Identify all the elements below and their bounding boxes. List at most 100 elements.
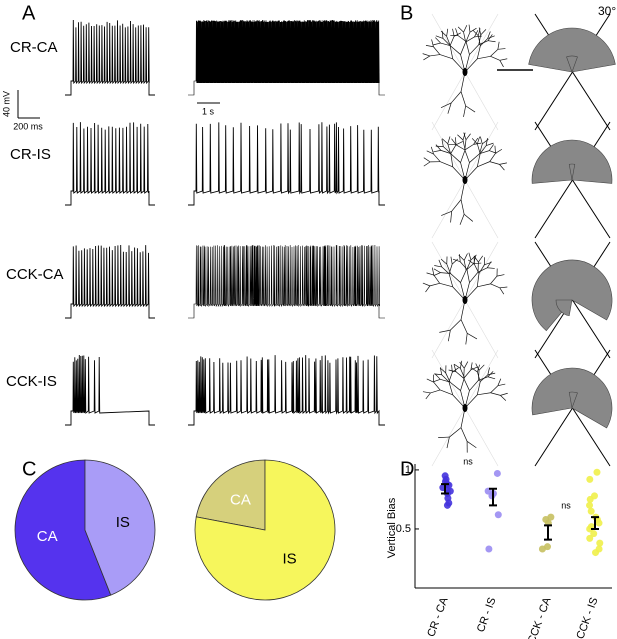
dendrite	[477, 392, 491, 396]
dendrite	[439, 282, 453, 288]
dendrite	[447, 143, 451, 154]
dendrite	[476, 153, 481, 167]
dendrite	[463, 132, 467, 140]
dendrite	[463, 378, 470, 391]
dendrite	[488, 144, 494, 151]
dendrite	[500, 395, 507, 401]
soma	[462, 68, 468, 76]
y-axis-label: Vertical Bias	[386, 497, 398, 558]
dendrite	[464, 369, 472, 378]
dendrite	[429, 282, 440, 287]
dendrite	[478, 27, 482, 35]
dendrite	[497, 41, 500, 50]
dendrite	[440, 161, 453, 168]
dendrite	[440, 102, 452, 109]
dendrite	[429, 54, 440, 57]
dendrite	[441, 374, 450, 383]
dendrite	[439, 329, 451, 333]
dendrite	[452, 258, 461, 263]
error-bar	[489, 487, 497, 507]
dendrite	[446, 436, 450, 449]
dendrite	[478, 255, 484, 263]
dendrite	[451, 138, 457, 146]
dendrite	[450, 91, 462, 104]
dendrite	[476, 136, 480, 145]
dendrite	[487, 35, 495, 39]
dendrite	[455, 28, 459, 36]
dendrite	[470, 366, 478, 371]
dendrite	[441, 139, 444, 147]
dendrite	[450, 45, 461, 55]
dendrite	[487, 267, 495, 269]
dendrite	[485, 137, 488, 146]
dendrite	[459, 261, 468, 270]
dendrite	[433, 274, 440, 284]
pie-slice	[14, 459, 112, 601]
dendrite	[476, 45, 481, 59]
dendrite	[457, 35, 467, 42]
scale-label: 1 s	[202, 106, 215, 116]
dendrite	[480, 38, 488, 46]
dendrite	[477, 364, 480, 373]
soma	[462, 176, 468, 184]
dendrite	[487, 31, 491, 39]
dendrite	[455, 137, 457, 145]
dendrite	[423, 161, 431, 167]
dendrite	[465, 263, 474, 271]
dendrite	[490, 49, 499, 57]
dendrite	[480, 29, 487, 36]
dendrite	[463, 214, 474, 222]
dendrite	[455, 141, 463, 146]
dendrite	[434, 265, 442, 268]
dendrite	[446, 28, 449, 37]
dendrite	[448, 381, 454, 395]
dendrite	[499, 58, 508, 61]
dendrite	[442, 38, 451, 46]
data-point	[592, 549, 600, 557]
dendrite	[484, 262, 492, 266]
illustrations	[65, 13, 616, 467]
soma	[462, 404, 468, 412]
dendrite	[499, 164, 505, 171]
dendrite	[459, 254, 461, 262]
panel-label: D	[400, 458, 414, 480]
x-tick-label: CR - CA	[425, 595, 451, 638]
trace	[65, 19, 155, 96]
dendrite	[435, 37, 441, 44]
dendrite	[480, 374, 489, 382]
dendrite	[490, 385, 499, 394]
dendrite	[439, 367, 446, 374]
wedge	[555, 299, 573, 317]
dendrite	[462, 132, 466, 141]
dendrite	[433, 150, 441, 153]
dendrite	[466, 441, 477, 449]
dendrite	[469, 271, 479, 283]
dendrite	[477, 161, 490, 168]
dendrite	[476, 143, 481, 154]
dendrite	[450, 153, 454, 167]
wedge	[531, 139, 613, 184]
dendrite	[431, 267, 435, 276]
dendrite	[490, 392, 501, 396]
dendrite	[450, 153, 461, 163]
dendrite	[446, 263, 451, 274]
dendrite	[497, 378, 502, 386]
dendrite	[477, 371, 481, 382]
dendrite	[460, 360, 463, 369]
dendrite	[500, 392, 508, 396]
scale-label: 200 ms	[13, 121, 43, 131]
dendrite	[496, 274, 505, 277]
data-point	[586, 475, 594, 483]
dendrite	[474, 264, 480, 274]
dendrite	[470, 367, 478, 373]
wedge	[531, 259, 613, 332]
dendrite	[433, 153, 441, 162]
dendrite	[449, 45, 454, 59]
error-bar	[441, 483, 449, 495]
dendrite	[499, 60, 504, 68]
panel-label: A	[22, 2, 36, 24]
data-point	[538, 545, 546, 553]
dendrite	[472, 30, 479, 37]
wedge	[568, 391, 578, 410]
